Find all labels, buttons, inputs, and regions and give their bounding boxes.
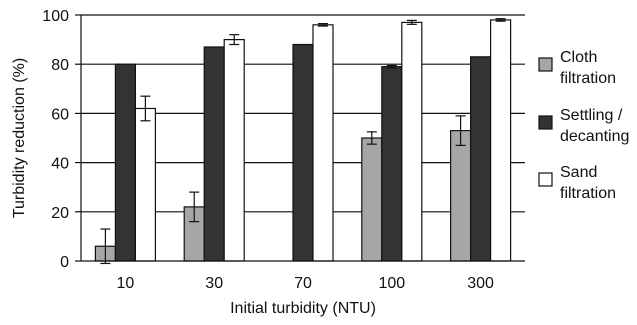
y-axis-title: Turbidity reduction (%) [11,58,28,218]
y-tick-label: 40 [51,156,69,173]
legend: Cloth filtration Settling / decanting Sand fi… [538,49,629,202]
bar [381,66,403,262]
x-tick-label: 30 [205,275,223,292]
legend-label: filtration [560,185,616,202]
bar [114,63,137,262]
x-tick-label: 10 [117,275,135,292]
y-tick-label: 0 [60,254,69,271]
tick-label-layer: 0 20 40 60 80 100 10 30 70 100 300 [42,8,494,292]
error-bar-layer [100,18,506,265]
x-tick-label: 70 [294,275,312,292]
x-tick-label: 300 [467,275,494,292]
legend-swatch [538,57,553,72]
y-tick-label: 20 [51,205,69,222]
bar [312,24,334,262]
axis-layer [75,14,525,262]
bar [490,19,512,262]
bar [134,107,156,262]
legend-label: decanting [560,128,629,145]
bar [203,46,225,262]
x-axis-title: Initial turbidity (NTU) [230,300,376,317]
legend-swatch [538,115,553,130]
bar [401,21,423,262]
legend-label: Settling / [560,107,623,124]
y-tick-label: 80 [51,57,69,74]
bar [450,130,472,262]
bar [470,56,492,262]
legend-label: filtration [560,70,616,87]
bar-layer [94,19,512,262]
legend-label: Cloth [560,49,597,66]
y-tick-label: 60 [51,106,69,123]
bar [292,43,314,262]
legend-label: Sand [560,164,597,181]
bar [223,38,245,262]
y-tick-label: 100 [42,8,69,25]
x-tick-label: 100 [378,275,405,292]
legend-swatch [538,172,553,187]
bar [361,137,383,262]
